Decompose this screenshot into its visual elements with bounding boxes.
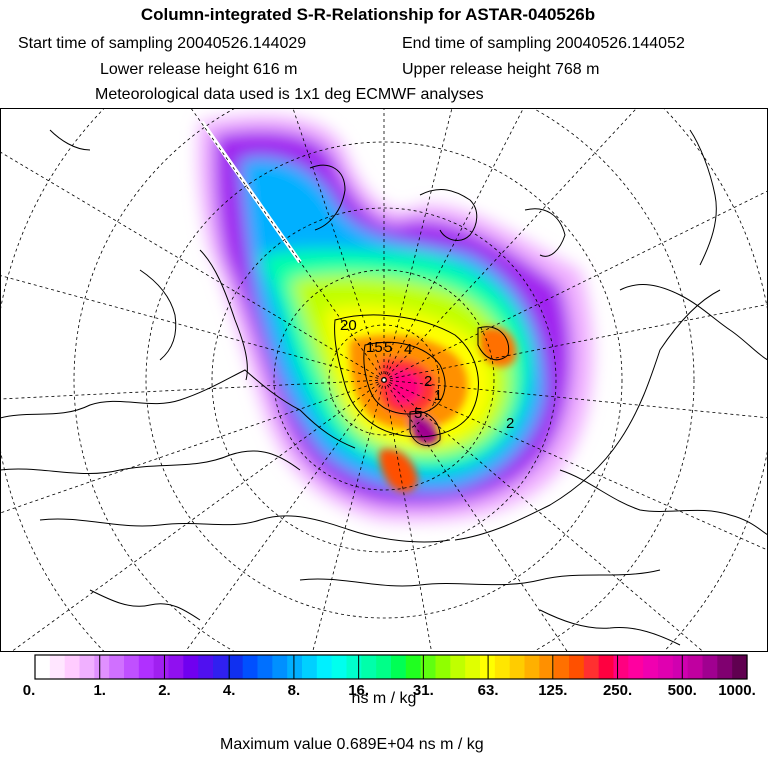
legend-swatch xyxy=(109,655,125,679)
legend-unit-label: ns m / kg xyxy=(352,690,417,707)
legend-swatch xyxy=(717,655,733,679)
legend-tick-labels: 0. 1. 2. 4. 8. 16. 31. 63. 125. 250. 500. 1000. xyxy=(23,682,756,699)
pole-marker xyxy=(381,377,387,383)
legend-swatch xyxy=(672,655,689,679)
legend-swatch xyxy=(302,655,318,679)
contour-lines xyxy=(334,314,510,447)
legend-swatch xyxy=(168,655,184,679)
legend-swatch xyxy=(450,655,466,679)
contour-label: 20 xyxy=(340,317,357,334)
legend-swatch xyxy=(331,655,348,679)
legend-swatch xyxy=(79,655,95,679)
legend-swatch xyxy=(583,655,600,679)
legend-swatch xyxy=(391,655,407,679)
legend-swatch xyxy=(361,655,377,679)
legend-tick-label: 125. xyxy=(538,682,567,699)
legend-swatch xyxy=(94,655,110,679)
legend-swatch xyxy=(524,655,540,679)
legend-tick-label: 8. xyxy=(288,682,301,699)
legend-swatch xyxy=(316,655,333,679)
upper-release-height-label: Upper release height 768 m xyxy=(402,61,600,78)
legend-swatch xyxy=(257,655,273,679)
legend-swatch xyxy=(539,655,555,679)
legend-swatch xyxy=(138,655,155,679)
legend-swatch xyxy=(183,655,199,679)
contour-label: 1 xyxy=(434,387,442,404)
legend-swatch xyxy=(198,655,214,679)
start-time-label: Start time of sampling 20040526.144029 xyxy=(18,35,307,52)
concentration-field xyxy=(198,115,594,522)
legend-swatches xyxy=(35,655,748,679)
legend-swatch xyxy=(494,655,511,679)
legend-swatch xyxy=(64,655,81,679)
coastlines xyxy=(0,129,768,646)
legend-tick-label: 2. xyxy=(158,682,171,699)
lower-release-height-label: Lower release height 616 m xyxy=(100,61,298,78)
legend-tick-label: 0. xyxy=(23,682,36,699)
legend-swatch xyxy=(702,655,718,679)
legend-swatch xyxy=(509,655,526,679)
contour-label: 5 xyxy=(384,339,392,356)
legend-swatch xyxy=(598,655,615,679)
legend-swatch xyxy=(227,655,244,679)
end-time-label: End time of sampling 20040526.144052 xyxy=(402,35,685,52)
legend-swatch xyxy=(287,655,303,679)
legend-tick-label: 63. xyxy=(478,682,499,699)
legend-swatch xyxy=(376,655,392,679)
graticule xyxy=(0,108,768,652)
legend-swatch xyxy=(643,655,659,679)
legend-tick-label: 500. xyxy=(668,682,697,699)
legend-swatch xyxy=(687,655,704,679)
legend-tick-label: 4. xyxy=(223,682,236,699)
legend-swatch xyxy=(628,655,644,679)
contour-label-group: 20 15 5 4 2 1 5 2 xyxy=(340,317,514,432)
legend-swatch xyxy=(435,655,451,679)
legend-tick-label: 1000. xyxy=(718,682,756,699)
contour-label: 5 xyxy=(414,405,422,422)
legend-swatch xyxy=(242,655,259,679)
legend-swatch xyxy=(346,655,362,679)
legend-frame xyxy=(34,654,748,680)
legend-tick-label: 31. xyxy=(413,682,434,699)
legend-swatch xyxy=(213,655,229,679)
legend-tick-label: 1. xyxy=(93,682,106,699)
plot-title: Column-integrated S-R-Relationship for A… xyxy=(140,5,596,24)
legend-swatch xyxy=(405,655,422,679)
contour-label: 2 xyxy=(506,415,514,432)
legend-swatch xyxy=(124,655,140,679)
contour-label: 15 xyxy=(366,339,383,356)
legend-swatch xyxy=(554,655,570,679)
legend-swatch xyxy=(49,655,66,679)
legend-swatch xyxy=(272,655,288,679)
maximum-value-label: Maximum value 0.689E+04 ns m / kg xyxy=(220,736,484,753)
meteorological-data-label: Meteorological data used is 1x1 deg ECMW… xyxy=(95,86,484,103)
legend-swatch xyxy=(613,655,629,679)
legend-tick-label: 250. xyxy=(603,682,632,699)
polar-map: 20 15 5 4 2 1 5 2 xyxy=(0,108,768,652)
legend-swatch xyxy=(465,655,481,679)
legend-tick-label: 16. xyxy=(348,682,369,699)
legend-swatch xyxy=(420,655,437,679)
legend-swatch xyxy=(732,655,748,679)
contour-label: 4 xyxy=(404,341,412,358)
legend-swatch xyxy=(153,655,170,679)
legend-ticks xyxy=(99,655,683,679)
contour-label: 2 xyxy=(424,373,432,390)
legend-swatch xyxy=(658,655,674,679)
legend-swatch xyxy=(35,655,51,679)
legend-swatch xyxy=(569,655,585,679)
color-legend: 0. 1. 2. 4. 8. 16. 31. 63. 125. 250. 500. 1000. ns … xyxy=(23,654,756,707)
